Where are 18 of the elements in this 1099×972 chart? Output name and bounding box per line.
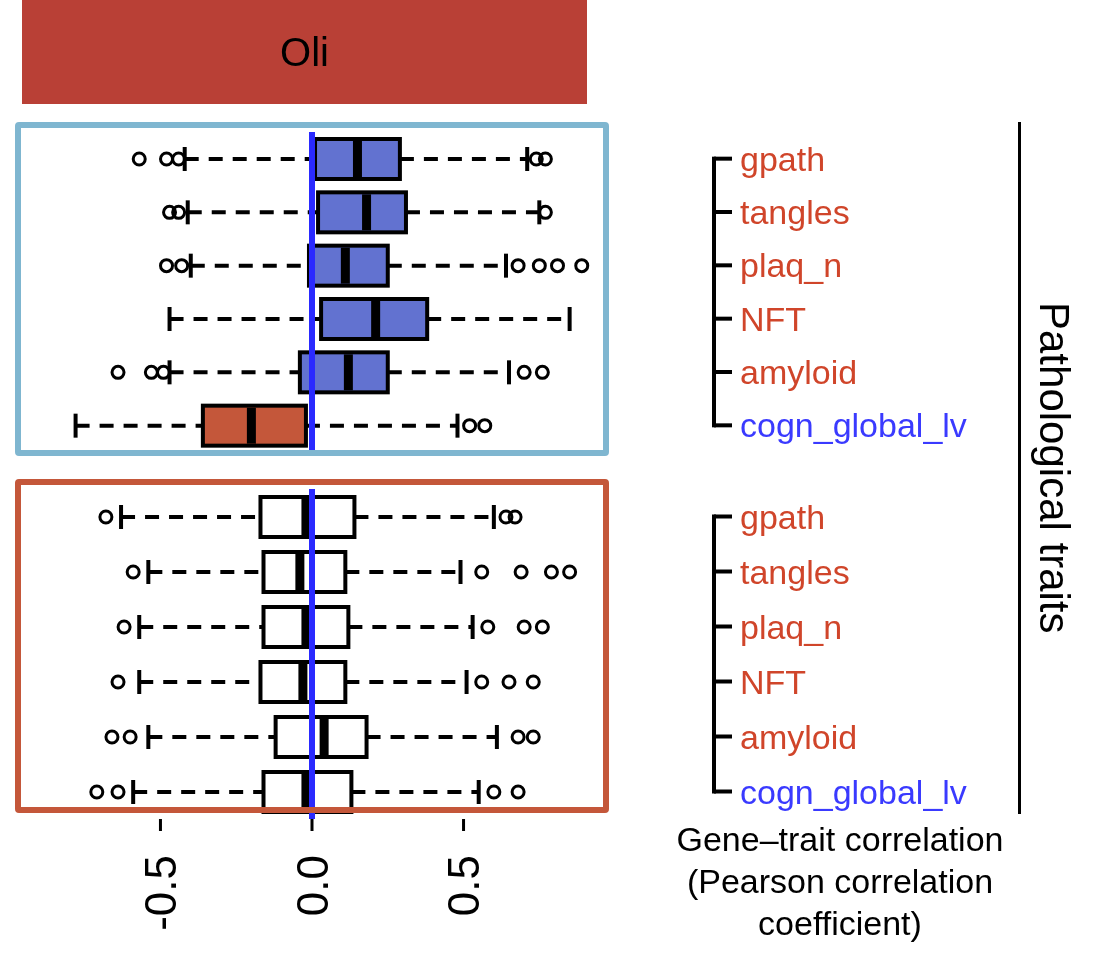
y-tick-label: gpath [740, 139, 826, 178]
x-tick-label: -0.5 [135, 855, 185, 931]
y-tick-label: gpath [740, 497, 826, 536]
y-tick-label: plaq_n [740, 607, 843, 646]
y-tick-label: NFT [740, 299, 807, 338]
y-tick-label: plaq_n [740, 246, 843, 285]
x-axis-title: Gene–trait correlation (Pearson correlation coefficient) [675, 819, 1005, 944]
x-tick-label: 0.0 [287, 855, 337, 917]
y-tick-label: tangles [740, 552, 850, 591]
y-tick-label: amyloid [740, 353, 858, 391]
chart-title: Oli [22, 0, 587, 104]
y-tick-label: cogn_global_lv [740, 406, 967, 445]
y-tick-label: amyloid [740, 717, 858, 756]
y-axis-title: Pathological traits [1030, 301, 1078, 636]
y-tick-label: cogn_global_lv [740, 772, 967, 811]
x-tick-label: 0.5 [439, 855, 489, 917]
y-tick-label: tangles [740, 193, 850, 231]
y-tick-label: NFT [740, 662, 807, 701]
